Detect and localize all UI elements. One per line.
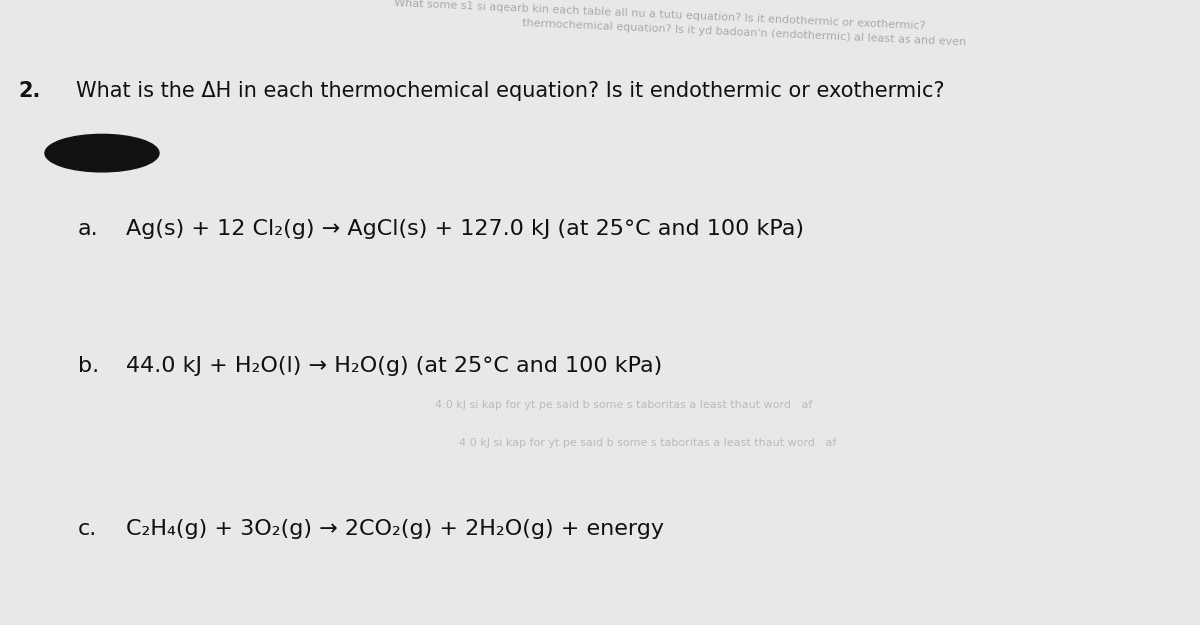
Text: What is the ΔH in each thermochemical equation? Is it endothermic or exothermic?: What is the ΔH in each thermochemical eq… [76, 81, 944, 101]
Text: c.: c. [78, 519, 97, 539]
Ellipse shape [46, 134, 158, 172]
Text: C₂H₄(g) + 3O₂(g) → 2CO₂(g) + 2H₂O(g) + energy: C₂H₄(g) + 3O₂(g) → 2CO₂(g) + 2H₂O(g) + e… [126, 519, 664, 539]
Text: thermochemical equation? Is it yd badoan'n (endothermic) al least as and even: thermochemical equation? Is it yd badoan… [522, 18, 966, 48]
Text: 44.0 kJ + H₂O(l) → H₂O(g) (at 25°C and 100 kPa): 44.0 kJ + H₂O(l) → H₂O(g) (at 25°C and 1… [126, 356, 662, 376]
Text: a.: a. [78, 219, 98, 239]
Text: 2.: 2. [18, 81, 41, 101]
Text: 4.0 kJ si kap for yt pe said b some s taboritas a least thaut word   af: 4.0 kJ si kap for yt pe said b some s ta… [460, 438, 836, 448]
Text: 4.0 kJ si kap for yt pe said b some s taboritas a least thaut word   af: 4.0 kJ si kap for yt pe said b some s ta… [436, 400, 812, 410]
Text: What some s1 si aqearb kin each table all nu a tutu equation? Is it endothermic : What some s1 si aqearb kin each table al… [394, 0, 925, 31]
Text: Ag(s) + 12 Cl₂(g) → AgCl(s) + 127.0 kJ (at 25°C and 100 kPa): Ag(s) + 12 Cl₂(g) → AgCl(s) + 127.0 kJ (… [126, 219, 804, 239]
Text: b.: b. [78, 356, 100, 376]
